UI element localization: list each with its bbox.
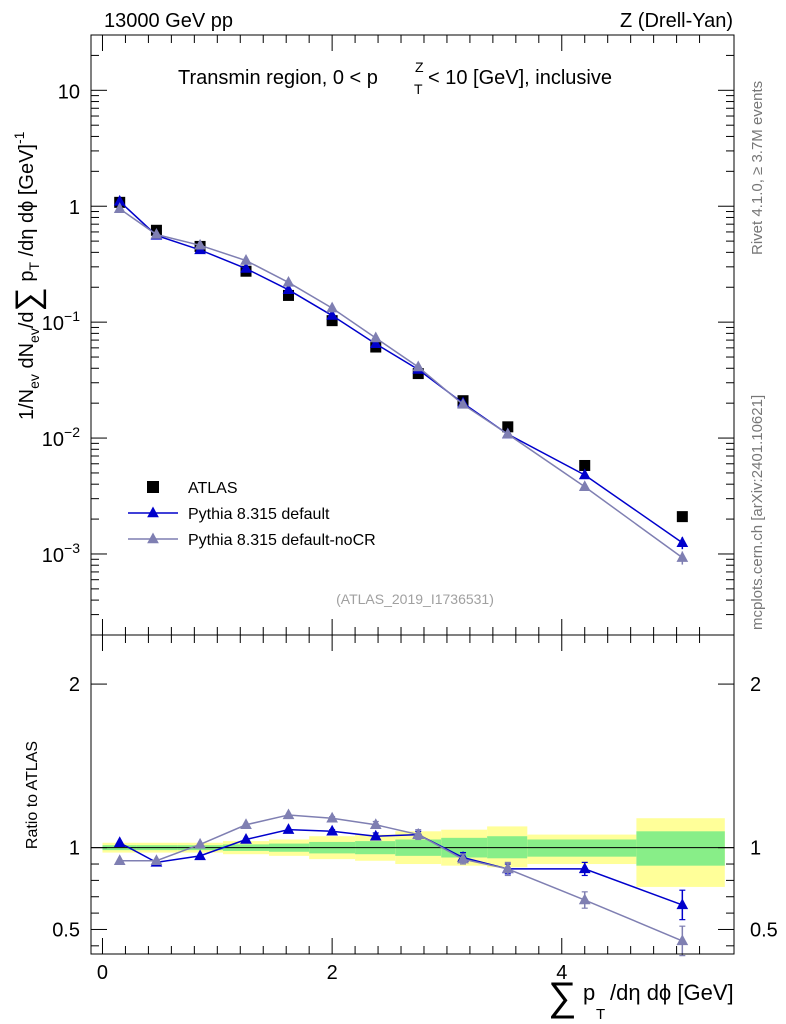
main-panel: 10 1 10−1 10−2 10−3 Transmin region, 0 < p T… xyxy=(9,34,735,636)
main-ylabel: 1/Nev dNev/d∑ pT /dη dϕ [GeV]-1 xyxy=(9,131,47,420)
data-point xyxy=(578,468,591,480)
ratio-ylabel: Ratio to ATLAS xyxy=(24,741,41,849)
ratio-point xyxy=(113,836,126,847)
ratio-point xyxy=(326,811,338,823)
data-point xyxy=(369,331,382,343)
ratio-y-tick-label-left: 2 xyxy=(69,674,80,696)
ratio-point xyxy=(578,862,591,874)
xlabel-p: p xyxy=(583,980,595,1005)
ratio-point xyxy=(501,862,514,874)
data-point xyxy=(578,480,591,491)
data-point xyxy=(240,254,252,265)
data-point xyxy=(676,536,689,547)
data-point xyxy=(676,511,688,523)
ratio-series-line xyxy=(119,814,683,942)
ratio-point xyxy=(676,934,689,946)
ratio-point xyxy=(369,818,382,829)
data-point xyxy=(501,427,514,439)
ratio-point xyxy=(194,837,206,849)
ratio-point xyxy=(113,854,126,865)
mcplots-label: mcplots.cern.ch [arXiv:2401.10621] xyxy=(749,395,766,630)
ratio-point xyxy=(150,854,163,865)
ratio-series-pythia-nocr xyxy=(113,808,689,957)
title-sub-t: T xyxy=(414,81,423,97)
ratio-y-tick-label-left: 0.5 xyxy=(52,919,80,941)
legend-marker xyxy=(147,481,159,493)
ratio-y-tick-label-right: 0.5 xyxy=(750,919,778,941)
data-point xyxy=(676,551,689,562)
uncertainty-band-stat xyxy=(636,831,725,866)
data-point xyxy=(150,228,163,239)
data-point xyxy=(326,309,338,320)
title-prefix: Transmin region, 0 < p xyxy=(178,67,378,89)
legend-marker xyxy=(147,506,159,518)
x-tick-label: 0 xyxy=(97,962,108,984)
ratio-point xyxy=(240,818,252,829)
data-point xyxy=(113,194,126,206)
y-tick-label: 1 xyxy=(69,197,80,219)
ratio-point xyxy=(326,824,338,836)
ratio-point xyxy=(240,832,252,844)
data-point xyxy=(412,360,425,372)
ratio-panel: 0.5 0.5 1 1 2 2 0 2 4 Ratio to ATLAS ∑ p T /dη d… xyxy=(24,634,778,1023)
legend-label: ATLAS xyxy=(188,480,238,497)
series-pythia-nocr xyxy=(113,202,689,565)
legend-label: Pythia 8.315 default xyxy=(188,506,330,523)
data-point xyxy=(457,397,469,409)
legend-label: Pythia 8.315 default-noCR xyxy=(188,532,376,549)
x-axis-label: ∑ p T /dη dϕ [GeV] xyxy=(548,975,734,1023)
series-line xyxy=(119,208,683,559)
y-tick-label: 10−3 xyxy=(42,540,80,567)
xlabel-sum: ∑ xyxy=(548,975,577,1019)
ratio-point xyxy=(676,898,689,910)
ratio-point xyxy=(412,828,425,839)
ratio-y-tick-label-left: 1 xyxy=(69,838,80,860)
data-point xyxy=(326,301,338,313)
header-right: Z (Drell-Yan) xyxy=(620,10,733,32)
ratio-point xyxy=(282,823,295,834)
ratio-frame xyxy=(90,634,735,955)
series-line xyxy=(119,200,683,544)
data-point xyxy=(282,283,295,295)
data-point xyxy=(113,202,126,214)
data-point xyxy=(579,459,591,471)
ratio-point xyxy=(578,893,591,905)
ylabel-text: 1/Nev dNev/d∑ pT /dη dϕ [GeV]-1 xyxy=(9,131,47,420)
header-left: 13000 GeV pp xyxy=(104,10,233,32)
ratio-point xyxy=(282,808,295,820)
ratio-series-line xyxy=(119,828,683,906)
watermark: (ATLAS_2019_I1736531) xyxy=(336,591,494,607)
title-suffix: < 10 [GeV], inclusive xyxy=(428,67,612,89)
data-point xyxy=(240,262,252,273)
ratio-point xyxy=(369,829,382,841)
ratio-y-tick-label-right: 1 xyxy=(750,838,761,860)
data-point xyxy=(502,421,514,433)
x-tick-label: 4 xyxy=(556,962,567,984)
main-title: Transmin region, 0 < p T Z < 10 [GeV], i… xyxy=(178,59,612,97)
data-point xyxy=(326,315,338,327)
ratio-point xyxy=(457,852,469,864)
data-point xyxy=(369,337,382,349)
y-tick-label: 10 xyxy=(58,81,80,103)
data-point xyxy=(282,275,295,287)
title-sup-z: Z xyxy=(415,59,424,75)
xlabel-rest: /dη dϕ [GeV] xyxy=(610,980,734,1005)
xlabel-sub-t: T xyxy=(596,1006,605,1023)
y-tick-label: 10−1 xyxy=(42,308,80,335)
y-tick-label: 10−2 xyxy=(42,424,80,451)
ratio-y-tick-label-right: 2 xyxy=(750,674,761,696)
data-point xyxy=(282,289,294,301)
x-tick-label: 2 xyxy=(327,962,338,984)
ratio-point xyxy=(194,849,206,861)
data-point xyxy=(194,238,206,250)
legend-marker xyxy=(147,532,159,544)
legend: ATLAS Pythia 8.315 default Pythia 8.315 de… xyxy=(128,480,376,549)
rivet-label: Rivet 4.1.0, ≥ 3.7M events xyxy=(749,81,766,255)
